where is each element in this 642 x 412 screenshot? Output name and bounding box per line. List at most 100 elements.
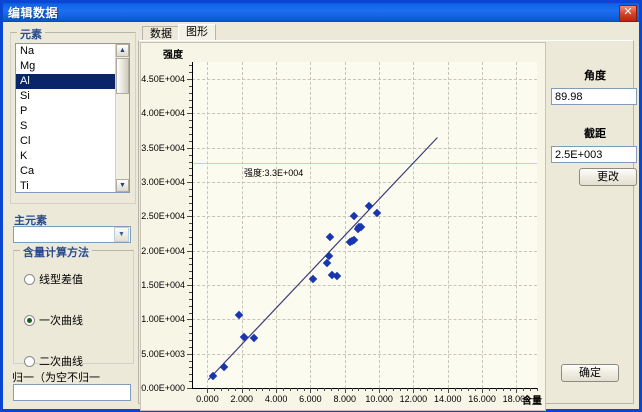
element-list[interactable]: Na Mg Al Si P S Cl K Ca Ti bbox=[16, 44, 116, 192]
element-listbox[interactable]: Na Mg Al Si P S Cl K Ca Ti ▲ ▼ bbox=[15, 43, 130, 193]
y-tick bbox=[187, 216, 192, 218]
y-tick bbox=[189, 92, 192, 94]
element-list-item[interactable]: Al bbox=[16, 74, 116, 89]
x-tick-label: 4.000 bbox=[264, 394, 288, 404]
x-tick bbox=[365, 388, 367, 391]
x-tick bbox=[241, 388, 243, 393]
radio-icon[interactable] bbox=[24, 314, 35, 326]
grid-line-horizontal bbox=[192, 147, 537, 149]
y-tick-label: 5.00E+003 bbox=[141, 348, 185, 359]
chevron-down-icon[interactable]: ▼ bbox=[114, 227, 129, 242]
y-tick-label: 1.00E+004 bbox=[141, 314, 185, 325]
main-element-label: 主元素 bbox=[14, 215, 47, 227]
y-tick bbox=[189, 209, 192, 211]
x-tick bbox=[276, 388, 278, 393]
window-client-area: 元素 Na Mg Al Si P S Cl K Ca Ti ▲ ▼ 主元素 ▼ 含量计算方法 bbox=[6, 22, 637, 411]
apply-change-button[interactable]: 更改 bbox=[579, 168, 637, 186]
scroll-down-icon[interactable]: ▼ bbox=[116, 179, 129, 192]
grid-line-vertical bbox=[482, 62, 484, 388]
x-tick bbox=[461, 388, 463, 391]
x-tick bbox=[337, 388, 339, 391]
y-tick bbox=[189, 188, 192, 190]
normalize-input[interactable] bbox=[13, 384, 131, 401]
tab-graph[interactable]: 图形 bbox=[178, 24, 216, 40]
element-list-item[interactable]: Na bbox=[20, 45, 35, 57]
element-list-item[interactable]: Ca bbox=[20, 165, 35, 177]
window-titlebar: 编辑数据 ✕ bbox=[3, 3, 639, 22]
angle-label: 角度 bbox=[584, 70, 606, 82]
calc-method-radio-row[interactable]: 一次曲线 bbox=[24, 312, 129, 328]
calc-method-options: 线型差值一次曲线二次曲线 bbox=[24, 271, 129, 369]
y-tick bbox=[189, 381, 192, 383]
grid-line-horizontal bbox=[192, 250, 537, 252]
y-tick bbox=[187, 353, 192, 355]
grid-line-horizontal bbox=[192, 182, 537, 184]
y-tick bbox=[189, 291, 192, 293]
x-tick bbox=[509, 388, 511, 391]
angle-input[interactable]: 89.98 bbox=[551, 88, 637, 105]
grid-line-vertical bbox=[276, 62, 278, 388]
y-axis-title: 强度 bbox=[163, 50, 183, 61]
x-tick bbox=[214, 388, 216, 391]
calc-method-groupbox-title: 含量计算方法 bbox=[20, 244, 92, 260]
y-tick bbox=[189, 278, 192, 280]
y-tick bbox=[187, 319, 192, 321]
tab-body-graph: 强度 含量 强度:3.3E+004 0.00E+000 5.00E+003 1.00… bbox=[138, 40, 637, 411]
plot-area[interactable]: 强度:3.3E+004 bbox=[192, 62, 537, 388]
grid-line-horizontal bbox=[192, 113, 537, 115]
x-axis-title: 含量 bbox=[522, 396, 542, 407]
y-tick bbox=[187, 388, 192, 389]
calc-method-label: 线型差值 bbox=[39, 274, 83, 286]
main-element-select[interactable]: ▼ bbox=[13, 226, 131, 243]
y-tick bbox=[189, 230, 192, 232]
element-list-item[interactable]: P bbox=[20, 105, 28, 117]
reference-line-label: 强度:3.3E+004 bbox=[244, 167, 304, 178]
x-tick bbox=[303, 388, 305, 391]
element-list-scrollbar[interactable]: ▲ ▼ bbox=[115, 44, 129, 192]
y-tick bbox=[187, 250, 192, 252]
y-tick-label: 4.50E+004 bbox=[141, 74, 185, 85]
x-tick bbox=[221, 388, 223, 391]
tab-data[interactable]: 数据 bbox=[142, 26, 180, 40]
close-icon[interactable]: ✕ bbox=[619, 5, 637, 22]
x-tick bbox=[282, 388, 284, 391]
y-tick bbox=[189, 65, 192, 67]
scroll-up-icon[interactable]: ▲ bbox=[116, 44, 129, 57]
left-panel: 元素 Na Mg Al Si P S Cl K Ca Ti ▲ ▼ 主元素 ▼ 含量计算方法 bbox=[8, 24, 136, 404]
grid-line-vertical bbox=[207, 62, 209, 388]
y-tick bbox=[189, 298, 192, 300]
y-tick bbox=[189, 154, 192, 156]
y-tick bbox=[189, 305, 192, 307]
element-list-item[interactable]: S bbox=[20, 120, 28, 132]
radio-icon[interactable] bbox=[24, 273, 35, 285]
x-tick-label: 14.000 bbox=[433, 394, 462, 404]
element-list-item[interactable]: Ti bbox=[20, 180, 29, 192]
x-tick bbox=[488, 388, 490, 391]
x-tick bbox=[234, 388, 236, 391]
y-tick bbox=[189, 360, 192, 362]
grid-line-horizontal bbox=[192, 216, 537, 218]
calc-method-radio-row[interactable]: 线型差值 bbox=[24, 271, 129, 287]
x-tick bbox=[324, 388, 326, 391]
x-tick bbox=[537, 388, 538, 391]
scrollbar-thumb[interactable] bbox=[116, 58, 129, 94]
element-list-item[interactable]: Mg bbox=[20, 60, 36, 72]
chart-container: 强度 含量 强度:3.3E+004 0.00E+000 5.00E+003 1.00… bbox=[140, 42, 546, 411]
x-tick bbox=[289, 388, 291, 391]
radio-icon[interactable] bbox=[24, 355, 35, 367]
element-list-item[interactable]: Si bbox=[20, 90, 30, 102]
x-tick bbox=[351, 388, 353, 391]
element-list-item[interactable]: K bbox=[20, 150, 28, 162]
element-list-item[interactable]: Cl bbox=[20, 135, 31, 147]
y-tick bbox=[189, 312, 192, 314]
x-tick bbox=[454, 388, 456, 391]
calc-method-radio-row[interactable]: 二次曲线 bbox=[24, 353, 129, 369]
y-tick-label: 4.00E+004 bbox=[141, 108, 185, 119]
x-tick bbox=[228, 388, 230, 391]
x-tick bbox=[530, 388, 532, 391]
y-tick bbox=[189, 333, 192, 335]
ok-button[interactable]: 确定 bbox=[561, 364, 619, 382]
tab-area: 数据 图形 强度 含量 强度:3.3E+004 0.00E+000 5.00E+00… bbox=[138, 24, 637, 411]
intercept-input[interactable]: 2.5E+003 bbox=[551, 146, 637, 163]
